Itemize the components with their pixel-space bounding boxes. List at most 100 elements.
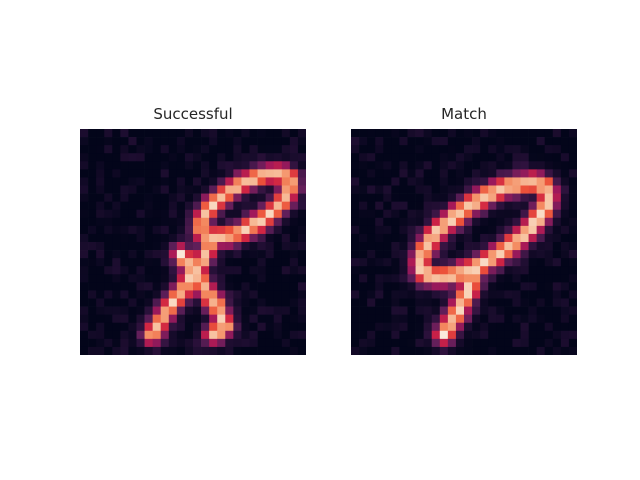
digit-9-pixel	[464, 306, 473, 315]
digit-9-pixel	[415, 137, 424, 146]
digit-8-pixel	[96, 153, 105, 162]
digit-9-pixel	[568, 250, 577, 259]
digit-8-pixel	[120, 306, 129, 315]
digit-8-pixel	[176, 169, 186, 178]
digit-8-pixel	[88, 306, 97, 315]
digit-8-pixel	[120, 153, 129, 162]
digit-8-pixel	[184, 346, 194, 355]
digit-9-pixel	[447, 161, 457, 170]
digit-9-pixel	[407, 314, 416, 324]
digit-9-pixel	[367, 266, 376, 275]
digit-8-pixel	[168, 282, 178, 291]
digit-8-pixel	[233, 250, 242, 259]
digit-8-pixel	[249, 153, 258, 162]
digit-8-pixel	[88, 274, 97, 283]
digit-8-pixel	[168, 177, 178, 186]
digit-9-pixel	[512, 258, 521, 267]
digit-9-pixel	[399, 233, 408, 243]
digit-8-pixel	[176, 274, 186, 283]
digit-9-pixel	[520, 242, 529, 251]
digit-9-pixel	[560, 250, 570, 259]
digit-9-pixel	[568, 161, 577, 170]
digit-9-pixel	[472, 330, 481, 340]
digit-8-pixel	[209, 177, 218, 186]
digit-9-pixel	[512, 169, 521, 178]
digit-9-pixel	[383, 225, 392, 235]
digit-8-pixel	[128, 153, 137, 162]
digit-8-pixel	[233, 274, 242, 283]
digit-8-pixel	[193, 274, 202, 283]
digit-8-pixel	[225, 201, 234, 211]
digit-8-pixel	[257, 290, 266, 299]
digit-9-pixel	[552, 322, 562, 332]
digit-8-pixel	[193, 129, 202, 138]
digit-8-pixel	[217, 153, 226, 162]
digit-9-pixel	[391, 306, 400, 315]
digit-9-pixel	[407, 290, 416, 299]
digit-9-pixel	[464, 193, 473, 202]
digit-9-pixel	[407, 217, 416, 227]
digit-9-pixel	[544, 209, 554, 219]
digit-9-pixel	[480, 193, 489, 202]
digit-8-pixel	[80, 290, 89, 299]
digit-9-pixel	[359, 274, 368, 283]
digit-9-pixel	[439, 242, 449, 251]
digit-9-pixel	[472, 201, 481, 211]
digit-8-pixel	[136, 233, 145, 243]
digit-8-pixel	[112, 274, 121, 283]
digit-9-pixel	[351, 306, 360, 315]
digit-8-pixel	[217, 242, 226, 251]
digit-9-pixel	[375, 233, 384, 243]
digit-9-pixel	[447, 314, 457, 324]
digit-9-pixel	[359, 306, 368, 315]
digit-8-pixel	[168, 338, 178, 348]
digit-8-pixel	[281, 209, 291, 219]
digit-8-pixel	[225, 290, 234, 299]
digit-8-pixel	[112, 201, 121, 211]
digit-8-pixel	[160, 330, 170, 340]
digit-8-pixel	[233, 169, 242, 178]
digit-9-pixel	[351, 193, 360, 202]
digit-8-pixel	[120, 217, 129, 227]
digit-8-pixel	[241, 225, 250, 235]
digit-8-pixel	[297, 242, 306, 251]
digit-8-pixel	[281, 185, 291, 194]
digit-9-pixel	[367, 314, 376, 324]
digit-8-pixel	[273, 153, 283, 162]
digit-9-pixel	[472, 338, 481, 348]
digit-9-pixel	[528, 298, 537, 307]
digit-9-pixel	[496, 242, 505, 251]
digit-8-pixel	[96, 314, 105, 324]
digit-9-pixel	[568, 306, 577, 315]
digit-8-pixel	[96, 346, 105, 355]
digit-9-pixel	[415, 330, 424, 340]
digit-9-pixel	[407, 169, 416, 178]
digit-8-pixel	[289, 169, 299, 178]
digit-9-pixel	[391, 330, 400, 340]
digit-8-pixel	[168, 274, 178, 283]
digit-9-pixel	[415, 346, 424, 355]
digit-8-pixel	[297, 137, 306, 146]
digit-8-pixel	[160, 266, 170, 275]
digit-9-pixel	[391, 298, 400, 307]
digit-9-pixel	[488, 177, 497, 186]
digit-8-pixel	[144, 322, 153, 332]
digit-8-pixel	[289, 338, 299, 348]
digit-8-pixel	[217, 346, 226, 355]
digit-8-pixel	[209, 145, 218, 154]
digit-9-pixel	[423, 298, 433, 307]
digit-8-pixel	[281, 338, 291, 348]
digit-9-pixel	[367, 233, 376, 243]
digit-8-pixel	[184, 177, 194, 186]
digit-9-pixel	[351, 217, 360, 227]
digit-9-pixel	[472, 314, 481, 324]
digit-8-pixel	[184, 137, 194, 146]
digit-8-pixel	[225, 129, 234, 138]
digit-8-pixel	[265, 145, 275, 154]
digit-8-pixel	[112, 282, 121, 291]
digit-9-pixel	[504, 274, 513, 283]
digit-8-pixel	[249, 169, 258, 178]
digit-8-pixel	[225, 193, 234, 202]
digit-8-pixel	[88, 233, 97, 243]
digit-9-pixel	[383, 306, 392, 315]
